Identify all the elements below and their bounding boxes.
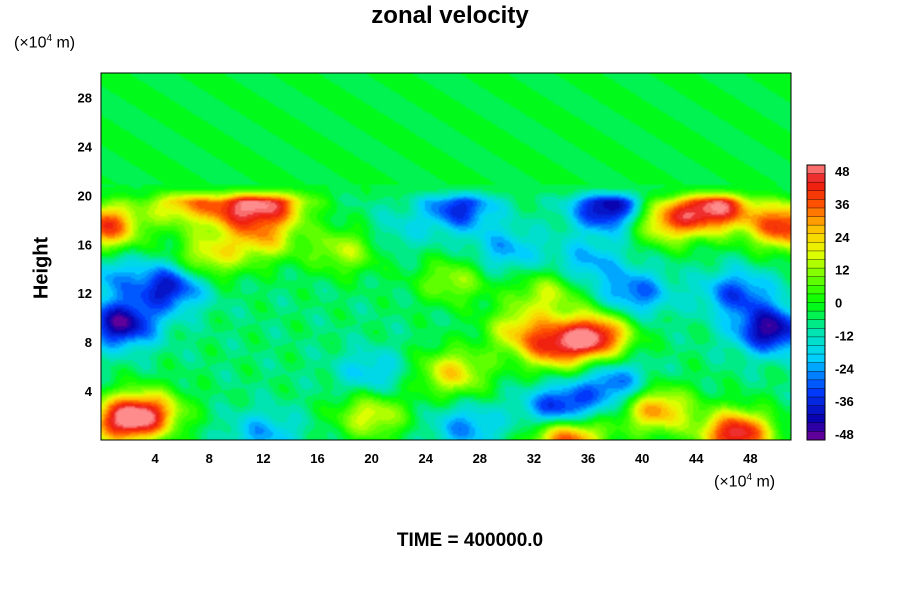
colorbar-segment (807, 276, 825, 286)
colorbar-ticks: 48 36 24 12 0 -12 -24 -36 -48 (835, 164, 855, 442)
colorbar-segment (807, 199, 825, 209)
colorbar-tick-label: 0 (835, 296, 842, 311)
x-tick-label: 48 (743, 451, 757, 466)
y-tick-label: 8 (85, 335, 92, 350)
colorbar-segment (807, 371, 825, 381)
colorbar-segment (807, 397, 825, 407)
heatmap-field (101, 73, 791, 440)
x-tick-label: 24 (418, 451, 433, 466)
x-tick-label: 20 (364, 451, 378, 466)
x-unit-label: (×104 m) (714, 472, 776, 491)
colorbar-tick-label: 36 (835, 197, 849, 212)
x-tick-label: 32 (527, 451, 541, 466)
colorbar-segment (807, 268, 825, 278)
colorbar-segment (807, 422, 825, 432)
x-tick-label: 40 (635, 451, 649, 466)
colorbar-tick-label: 12 (835, 263, 849, 278)
y-tick-label: 28 (78, 90, 92, 105)
colorbar-tick-label: -48 (835, 427, 854, 442)
colorbar-segment (807, 173, 825, 183)
x-tick-label: 36 (581, 451, 595, 466)
colorbar (806, 164, 826, 441)
colorbar-segment (807, 285, 825, 295)
chart-title: zonal velocity (371, 2, 529, 29)
colorbar-tick-label: -12 (835, 328, 854, 343)
x-tick-label: 16 (310, 451, 324, 466)
colorbar-segment (807, 182, 825, 192)
colorbar-segment (807, 250, 825, 261)
colorbar-segment (807, 414, 825, 424)
plot-border (100, 72, 792, 441)
colorbar-segment (807, 379, 825, 389)
x-tick-label: 12 (256, 451, 270, 466)
colorbar-segment (807, 319, 825, 329)
x-tick-label: 4 (152, 451, 160, 466)
colorbar-segment (807, 293, 825, 303)
colorbar-segment (807, 242, 825, 252)
colorbar-segment (807, 311, 825, 321)
y-tick-label: 12 (78, 286, 92, 301)
colorbar-segment (807, 328, 825, 338)
y-tick-label: 20 (78, 188, 92, 203)
time-label: TIME = 400000.0 (396, 530, 544, 551)
colorbar-segment (807, 216, 825, 226)
colorbar-segment (807, 431, 825, 441)
y-unit-label: (×104 m) (14, 33, 76, 52)
y-tick-label: 16 (78, 237, 92, 252)
colorbar-tick-label: 48 (835, 164, 849, 179)
colorbar-tick-label: 24 (835, 230, 850, 245)
y-tick-label: 4 (85, 384, 93, 399)
colorbar-segment (807, 259, 825, 269)
colorbar-segment (807, 190, 825, 200)
colorbar-segment (807, 233, 825, 243)
plot-frame (100, 72, 792, 441)
colorbar-segment (807, 388, 825, 398)
colorbar-border (806, 164, 826, 441)
colorbar-segment (807, 345, 825, 355)
colorbar-segment (807, 354, 825, 364)
y-axis-ticks: 4 8 12 16 20 24 28 (78, 90, 93, 399)
colorbar-segment (807, 362, 825, 372)
colorbar-segment (807, 207, 825, 218)
x-tick-label: 44 (689, 451, 704, 466)
colorbar-tick-label: -36 (835, 394, 854, 409)
x-tick-label: 8 (206, 451, 213, 466)
x-tick-label: 28 (473, 451, 487, 466)
colorbar-segment (807, 225, 825, 235)
y-tick-label: 24 (78, 139, 93, 154)
x-axis-ticks: 4 8 12 16 20 24 28 32 36 40 44 48 (152, 451, 758, 466)
colorbar-segment (807, 336, 825, 346)
colorbar-segment (807, 165, 825, 175)
colorbar-segment (807, 405, 825, 415)
colorbar-tick-label: -24 (835, 361, 855, 376)
colorbar-segment (807, 302, 825, 312)
